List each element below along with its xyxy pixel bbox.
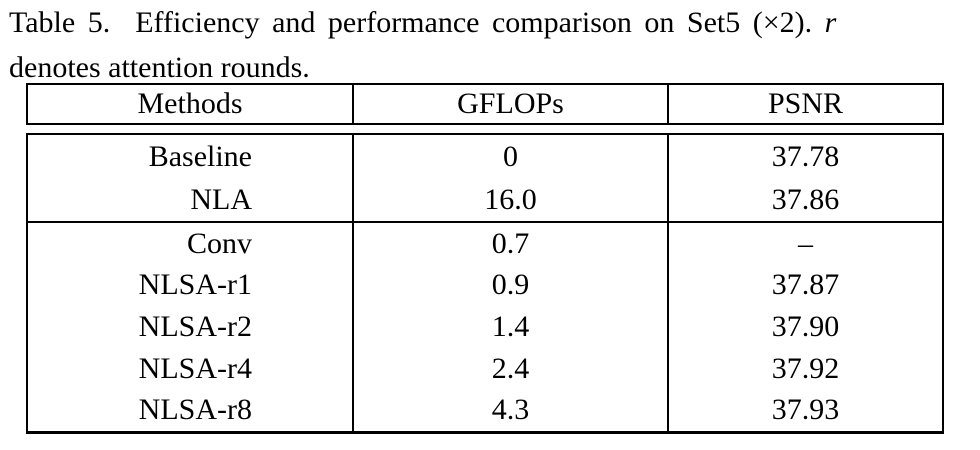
caption-line-2: denotes attention rounds.	[9, 51, 310, 84]
cell-gflops: 16.0	[354, 178, 669, 221]
table-row: NLSA-r2 1.4 37.90	[28, 306, 942, 348]
table-row: NLSA-r4 2.4 37.92	[28, 347, 942, 390]
cell-psnr: 37.86	[771, 182, 840, 216]
table-section-nlsa-variants: Conv 0.7 – NLSA-r1 0.9 37.87 NLSA-r2 1.4…	[28, 223, 942, 431]
table-caption: Table 5. Efficiency and performance comp…	[9, 0, 949, 90]
cell-psnr: 37.93	[771, 393, 840, 427]
table-row: NLSA-r1 0.9 37.87	[28, 264, 942, 307]
table-section-baselines: Baseline 0 37.78 NLA 16.0 37.86	[28, 135, 942, 223]
cell-method: NLA	[28, 178, 354, 221]
cell-gflops: 0.7	[354, 223, 669, 265]
cell-gflops: 4.3	[354, 389, 669, 431]
table-row: Conv 0.7 –	[28, 223, 942, 265]
header-methods: Methods	[28, 85, 354, 123]
caption-text: Efficiency and performance comparison on…	[135, 6, 825, 39]
cell-method: Conv	[28, 223, 354, 265]
header-gflops: GFLOPs	[354, 85, 669, 123]
cell-gflops: 0	[354, 135, 669, 178]
cell-psnr: 37.78	[771, 139, 840, 173]
table-body: Baseline 0 37.78 NLA 16.0 37.86 Conv 0.7…	[26, 133, 944, 434]
cell-gflops: 2.4	[354, 347, 669, 390]
table-row: Baseline 0 37.78	[28, 135, 942, 178]
table-row: NLA 16.0 37.86	[28, 178, 942, 221]
cell-gflops: 0.9	[354, 264, 669, 307]
caption-math-variable: r	[824, 6, 837, 39]
cell-method: NLSA-r8	[28, 389, 354, 431]
table-row: NLSA-r8 4.3 37.93	[28, 389, 942, 431]
cell-psnr: –	[798, 226, 813, 260]
cell-psnr: 37.87	[771, 268, 840, 302]
cell-method: NLSA-r2	[28, 306, 354, 348]
cell-psnr: 37.92	[771, 351, 840, 385]
results-table: Methods GFLOPs PSNR Baseline 0 37.78 NLA…	[26, 83, 944, 434]
cell-method: NLSA-r1	[28, 264, 354, 307]
cell-gflops: 1.4	[354, 306, 669, 348]
cell-method: NLSA-r4	[28, 347, 354, 390]
cell-method: Baseline	[28, 135, 354, 178]
cell-psnr: 37.90	[771, 309, 840, 343]
caption-line-1: Table 5. Efficiency and performance comp…	[9, 0, 949, 45]
table-header-row: Methods GFLOPs PSNR	[26, 83, 944, 125]
caption-table-number: Table 5.	[9, 6, 136, 39]
header-psnr: PSNR	[767, 87, 844, 120]
